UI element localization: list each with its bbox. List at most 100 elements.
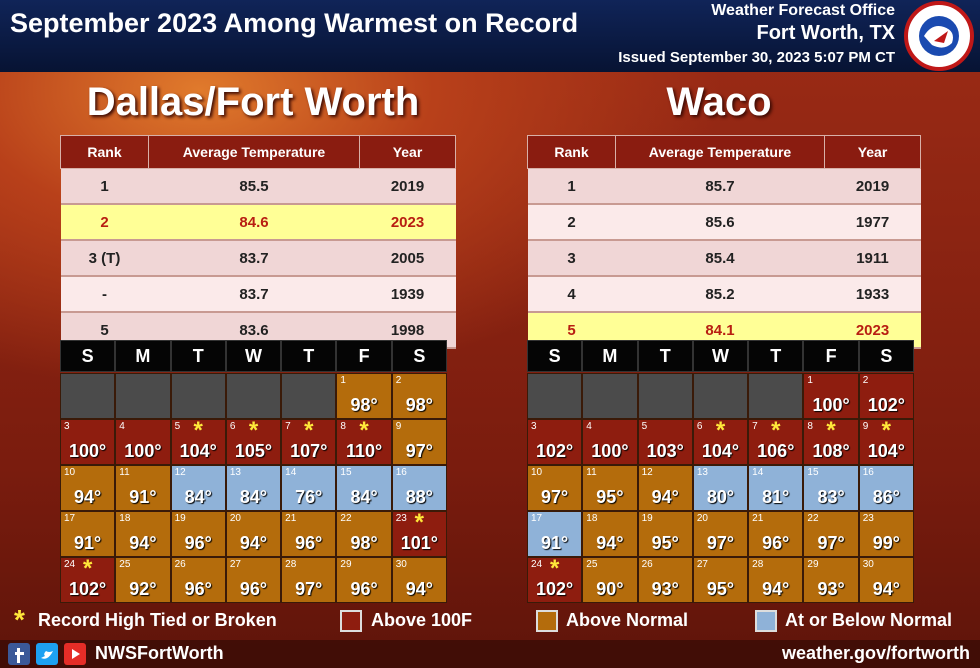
panel-title: Dallas/Fort Worth [86, 80, 420, 124]
table-cell: 4 [527, 276, 616, 313]
day-temp: 88° [405, 487, 433, 507]
weekday: M [582, 340, 638, 372]
legend-star: * [14, 604, 25, 635]
record-star: * [248, 417, 259, 444]
weekday: T [637, 340, 693, 372]
day-temp: 106° [757, 441, 795, 461]
day-number: 5 [641, 421, 648, 432]
day-temp: 98° [350, 395, 378, 415]
blank-day [582, 373, 638, 419]
day-cell: 21 96° [281, 511, 337, 557]
social-icons [8, 643, 86, 665]
record-star: * [193, 417, 203, 444]
day-number: 4 [119, 421, 125, 432]
nws-logo [904, 1, 974, 71]
weekday: T [281, 340, 337, 372]
day-number: 24 [531, 559, 543, 570]
day-cell: 3 100° [60, 419, 116, 465]
day-number: 8 [340, 421, 346, 432]
day-temp: 100° [812, 395, 850, 415]
record-star: * [826, 417, 836, 444]
column-header: Average Temperature [615, 135, 825, 169]
day-number: 22 [807, 513, 819, 524]
day-temp: 96° [350, 579, 378, 599]
blank-day [692, 373, 749, 419]
day-temp: 94° [762, 579, 790, 599]
day-temp: 102° [69, 579, 107, 599]
office: Weather Forecast Office [711, 2, 895, 19]
day-cell: 8 * 108° [803, 417, 859, 465]
day-cell: 23 * 101° [391, 509, 447, 557]
day-cell: 7 * 107° [281, 417, 337, 465]
day-number: 19 [641, 513, 653, 524]
day-number: 23 [395, 513, 407, 524]
day-cell: 22 97° [803, 511, 859, 557]
day-cell: 10 97° [527, 465, 583, 511]
table-cell: 85.4 [615, 240, 825, 277]
day-cell: 4 100° [115, 419, 171, 465]
day-cell: 7 * 106° [748, 417, 804, 465]
table-cell: 85.2 [615, 276, 825, 313]
weekday: S [527, 340, 583, 372]
table-cell: 1939 [359, 276, 456, 313]
day-temp: 101° [400, 533, 438, 553]
day-temp: 94° [651, 487, 679, 507]
day-temp: 104° [179, 441, 217, 461]
day-cell: 19 96° [170, 511, 226, 557]
table-cell: - [60, 276, 149, 313]
table-cell: 2 [60, 204, 149, 241]
blank-day [527, 373, 583, 419]
day-cell: 24 * 102° [527, 555, 583, 603]
day-number: 18 [119, 513, 131, 524]
day-temp: 98° [350, 533, 378, 553]
table-row: 1 85.7 2019 [527, 168, 921, 205]
day-number: 14 [285, 467, 297, 478]
day-number: 8 [807, 421, 813, 432]
day-temp: 97° [295, 579, 323, 599]
day-cell: 26 93° [637, 557, 693, 603]
weekday: S [858, 340, 914, 372]
day-number: 24 [64, 559, 76, 570]
weekday: F [336, 340, 392, 372]
day-temp: 103° [646, 441, 684, 461]
day-number: 27 [229, 559, 241, 570]
table-row: 3 85.4 1911 [527, 240, 921, 277]
table-cell: 1 [527, 168, 616, 205]
table-cell: 2005 [359, 240, 456, 277]
day-cell: 24 * 102° [60, 555, 116, 603]
legend-swatch [536, 610, 558, 632]
record-star: * [82, 555, 93, 582]
day-temp: 97° [817, 533, 845, 553]
day-temp: 102° [536, 441, 574, 461]
day-cell: 6 * 104° [692, 417, 749, 465]
day-cell: 23 99° [858, 511, 914, 557]
day-cell: 28 97° [281, 557, 337, 603]
day-cell: 13 80° [692, 465, 749, 511]
day-cell: 29 93° [803, 557, 859, 603]
table-cell: 3 [527, 240, 616, 277]
day-temp: 96° [184, 579, 212, 599]
day-number: 23 [862, 513, 874, 524]
day-temp: 94° [596, 533, 624, 553]
footer: NWSFortWorth weather.gov/fortworth [0, 640, 980, 668]
table-row: 4 85.2 1933 [527, 276, 921, 313]
day-number: 28 [285, 559, 297, 570]
day-temp: 95° [706, 579, 735, 599]
table-cell: 85.7 [615, 168, 825, 205]
day-cell: 16 88° [391, 465, 447, 511]
day-cell: 20 94° [225, 511, 282, 557]
day-cell: 6 * 105° [225, 417, 282, 465]
day-cell: 18 94° [582, 511, 638, 557]
table-cell: 85.5 [148, 168, 360, 205]
day-cell: 4 100° [582, 419, 638, 465]
day-number: 16 [395, 467, 407, 478]
day-number: 3 [531, 421, 537, 432]
day-number: 9 [395, 421, 402, 432]
day-number: 21 [752, 513, 764, 524]
day-temp: 84° [239, 487, 268, 507]
url: weather.gov/fortworth [781, 643, 970, 663]
day-number: 11 [586, 467, 597, 478]
table-cell: 83.7 [148, 276, 360, 313]
title: September 2023 Among Warmest on Record [10, 8, 579, 38]
day-temp: 100° [124, 441, 162, 461]
